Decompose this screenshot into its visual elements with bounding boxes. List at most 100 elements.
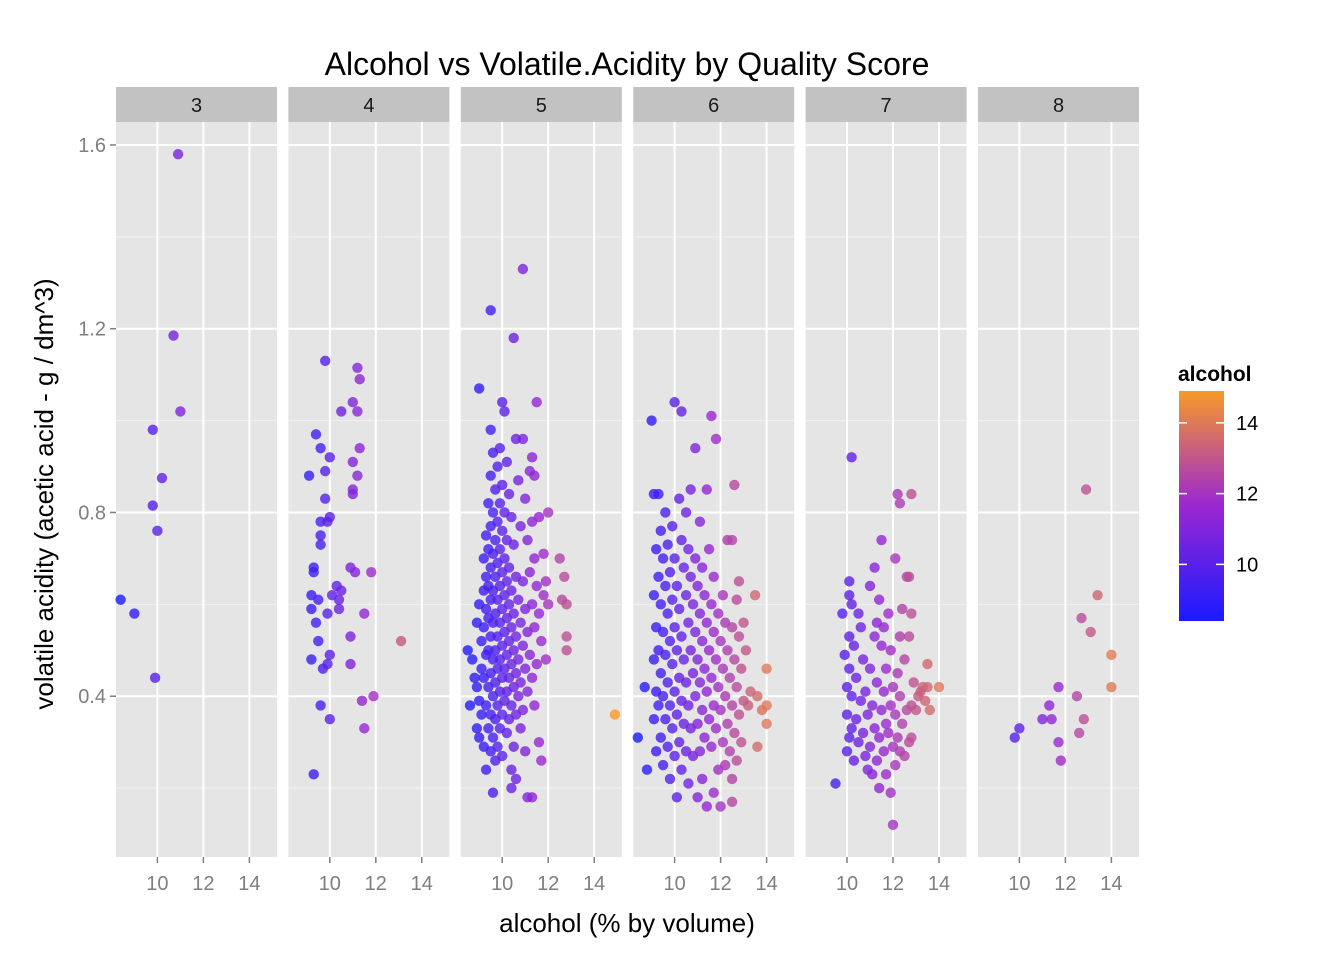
facet-strip	[633, 87, 795, 122]
data-point	[651, 746, 662, 757]
facet-strip	[978, 87, 1139, 122]
data-point	[322, 658, 333, 670]
data-point	[694, 677, 706, 688]
data-point	[906, 608, 917, 619]
panel-background	[116, 122, 277, 857]
data-point	[501, 576, 512, 587]
data-point	[333, 603, 345, 615]
data-point	[129, 608, 140, 619]
data-point	[513, 654, 524, 665]
x-tick-label: 10	[1008, 873, 1030, 895]
data-point	[703, 713, 715, 725]
data-point	[710, 654, 722, 665]
data-point	[678, 562, 689, 573]
data-point	[890, 553, 901, 564]
data-point	[871, 755, 883, 766]
data-point	[726, 773, 738, 785]
data-point	[837, 608, 848, 619]
data-point	[529, 700, 540, 711]
data-point	[680, 677, 692, 688]
data-point	[662, 741, 673, 752]
data-point	[887, 681, 899, 693]
data-point	[880, 769, 892, 780]
data-point	[168, 330, 179, 341]
data-point	[699, 663, 710, 674]
data-point	[483, 723, 494, 734]
data-point	[462, 645, 473, 656]
data-point	[667, 658, 678, 670]
data-point	[352, 406, 363, 417]
data-point	[892, 488, 903, 500]
data-point	[726, 622, 738, 633]
data-point	[533, 511, 545, 523]
data-point	[853, 608, 864, 619]
data-point	[860, 686, 871, 697]
data-point	[561, 631, 572, 642]
data-point	[855, 695, 866, 707]
data-point	[669, 553, 680, 564]
data-point	[506, 764, 517, 775]
data-point	[697, 704, 708, 716]
y-axis-label: volatile acidity (acetic acid - g / dm^3…	[29, 278, 59, 709]
data-point	[476, 663, 487, 674]
data-point	[869, 631, 880, 642]
data-point	[713, 608, 724, 619]
data-point	[347, 488, 358, 500]
data-point	[497, 750, 508, 762]
legend-tick-label: 10	[1236, 554, 1258, 576]
data-point	[862, 709, 873, 720]
data-point	[513, 594, 524, 605]
data-point	[517, 263, 529, 275]
data-point	[513, 691, 524, 702]
data-point	[476, 635, 487, 647]
data-point	[503, 562, 515, 573]
chart-title: Alcohol vs Volatile.Acidity by Quality S…	[325, 46, 930, 82]
data-point	[554, 553, 565, 564]
data-point	[322, 608, 333, 619]
data-point	[897, 718, 908, 729]
data-point	[708, 787, 719, 798]
y-tick-label: 1.2	[78, 319, 106, 341]
data-point	[531, 580, 542, 592]
data-point	[699, 732, 710, 743]
data-point	[501, 456, 512, 468]
data-point	[844, 589, 855, 601]
data-point	[356, 695, 368, 707]
data-point	[347, 456, 358, 468]
data-point	[733, 576, 745, 587]
data-point	[874, 732, 885, 743]
data-point	[522, 534, 533, 546]
data-point	[657, 759, 669, 771]
data-point	[506, 511, 517, 523]
data-point	[883, 608, 894, 619]
data-point	[664, 635, 676, 647]
data-point	[657, 626, 669, 638]
data-point	[720, 759, 731, 771]
data-point	[492, 461, 503, 472]
data-point	[540, 654, 552, 665]
data-point	[336, 585, 347, 596]
data-point	[694, 516, 706, 527]
data-point	[324, 649, 335, 661]
data-point	[1106, 681, 1117, 693]
data-point	[703, 544, 715, 555]
data-point	[320, 493, 331, 504]
data-point	[846, 691, 857, 702]
data-point	[685, 645, 696, 656]
facet-strip-label: 5	[536, 95, 547, 117]
data-point	[687, 668, 699, 679]
data-point	[729, 727, 740, 739]
data-point	[708, 571, 719, 582]
data-point	[1074, 727, 1085, 739]
data-point	[503, 599, 515, 610]
data-point	[885, 645, 896, 656]
data-point	[320, 355, 331, 367]
y-tick-label: 0.4	[78, 686, 106, 708]
data-point	[497, 525, 508, 537]
data-point	[713, 681, 724, 693]
data-point	[864, 663, 876, 674]
data-point	[717, 736, 729, 748]
data-point	[536, 635, 547, 647]
data-point	[533, 736, 545, 748]
data-point	[740, 645, 752, 656]
